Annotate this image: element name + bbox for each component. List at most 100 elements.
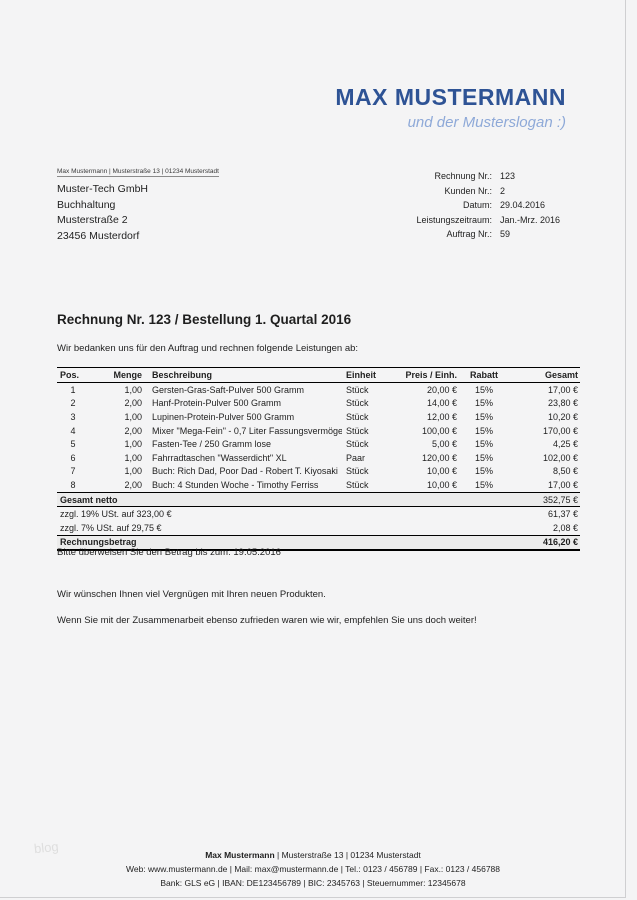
referral-note: Wenn Sie mit der Zusammenarbeit ebenso z… xyxy=(57,615,477,626)
total-label: Gesamt netto xyxy=(57,491,509,508)
item-cell: Paar xyxy=(346,452,366,463)
item-row: 5 1,00 Fasten-Tee / 250 Gramm lose Stück 5,0… xyxy=(57,437,580,451)
items-column-header: Beschreibung xyxy=(144,367,342,383)
item-cell: Stück xyxy=(346,466,369,477)
meta-row: Rechnung Nr.: 123 xyxy=(416,171,566,186)
meta-label: Auftrag Nr.: xyxy=(446,229,492,239)
item-cell: 170,00 € xyxy=(542,425,578,436)
item-cell: 14,00 € xyxy=(426,398,457,409)
meta-value: 59 xyxy=(500,229,511,239)
item-cell: 2,00 xyxy=(124,479,142,490)
item-cell: 2,00 xyxy=(124,425,142,436)
meta-value: 123 xyxy=(500,171,516,181)
meta-value: Jan.-Mrz. 2016 xyxy=(500,214,561,225)
items-table-totals: Gesamt netto 352,75 € zzgl. 19% USt. auf 3… xyxy=(57,491,580,552)
items-column-header: Rabatt xyxy=(459,367,509,383)
meta-row: Datum: 29.04.2016 xyxy=(416,200,566,215)
recipient-company: Muster-Tech GmbH xyxy=(57,183,149,195)
item-cell: 15% xyxy=(474,384,493,395)
item-cell: Stück xyxy=(346,384,369,395)
items-header-row: Pos. Menge Beschreibung Einheit Preis / Einh… xyxy=(57,367,580,383)
footer-name: Max Mustermann xyxy=(205,850,275,860)
item-cell: 10,00 € xyxy=(426,479,457,490)
item-cell: 10,00 € xyxy=(426,466,457,477)
item-cell: Stück xyxy=(346,425,369,436)
item-cell: Hanf-Protein-Pulver 500 Gramm xyxy=(152,398,282,409)
total-row-tax: zzgl. 19% USt. auf 323,00 € 61,37 € xyxy=(57,507,580,521)
item-cell: 4,25 € xyxy=(552,439,578,450)
address-block: Max Mustermann | Musterstraße 13 | 01234… xyxy=(57,160,219,244)
item-cell: 4 xyxy=(70,425,76,436)
item-row: 8 2,00 Buch: 4 Stunden Woche - Timothy Fer… xyxy=(57,478,580,492)
meta-row: Auftrag Nr.: 59 xyxy=(416,229,566,244)
recipient-address: Muster-Tech GmbH Buchhaltung Musterstraß… xyxy=(57,182,219,244)
items-column-header: Menge xyxy=(89,367,144,383)
item-cell: 20,00 € xyxy=(426,384,457,395)
page-title: Rechnung Nr. 123 / Bestellung 1. Quartal… xyxy=(57,312,352,327)
total-row-subtotal: Gesamt netto 352,75 € xyxy=(57,491,580,508)
item-cell: 1,00 xyxy=(124,452,142,463)
page-footer: Max Mustermann | Musterstraße 13 | 01234… xyxy=(0,848,626,890)
item-cell: Buch: 4 Stunden Woche - Timothy Ferriss xyxy=(152,479,319,490)
intro-text: Wir bedanken uns für den Auftrag und rec… xyxy=(57,343,359,354)
meta-value: 29.04.2016 xyxy=(500,200,546,210)
total-label: Rechnungsbetrag xyxy=(57,534,509,552)
meta-label: Leistungszeitraum: xyxy=(416,214,492,225)
footer-line-address: Max Mustermann | Musterstraße 13 | 01234… xyxy=(0,848,626,862)
item-row: 4 2,00 Mixer "Mega-Fein" - 0,7 Liter Fassu… xyxy=(57,424,580,438)
item-cell: Fasten-Tee / 250 Gramm lose xyxy=(152,439,272,450)
recipient-city: 23456 Musterdorf xyxy=(57,229,140,242)
item-row: 1 1,00 Gersten-Gras-Saft-Pulver 500 Gramm S… xyxy=(57,383,580,397)
item-cell: 15% xyxy=(474,425,493,436)
total-row-grand: Rechnungsbetrag 416,20 € xyxy=(57,534,580,552)
total-value: 2,08 € xyxy=(552,522,578,533)
items-column-header: Gesamt xyxy=(509,367,580,383)
item-cell: Fahrradtaschen "Wasserdicht" XL xyxy=(152,452,287,463)
item-cell: 1 xyxy=(70,384,76,395)
meta-value: 2 xyxy=(500,185,506,196)
item-cell: 15% xyxy=(474,479,493,490)
item-cell: 15% xyxy=(474,411,493,422)
meta-label: Rechnung Nr.: xyxy=(434,171,492,181)
item-row: 7 1,00 Buch: Rich Dad, Poor Dad - Robert T… xyxy=(57,465,580,479)
recipient-department: Buchhaltung xyxy=(57,198,116,211)
item-row: 2 2,00 Hanf-Protein-Pulver 500 Gramm Stück 1… xyxy=(57,397,580,411)
item-cell: 15% xyxy=(474,466,493,477)
item-cell: 15% xyxy=(474,452,493,463)
total-label: zzgl. 7% USt. auf 29,75 € xyxy=(60,522,162,533)
item-cell: 12,00 € xyxy=(426,411,457,422)
item-cell: 17,00 € xyxy=(547,479,578,490)
item-cell: Buch: Rich Dad, Poor Dad - Robert T. Kiy… xyxy=(152,466,338,477)
item-cell: 6 xyxy=(70,452,76,463)
meta-row: Kunden Nr.: 2 xyxy=(416,186,566,201)
recipient-street: Musterstraße 2 xyxy=(57,214,128,226)
item-cell: 102,00 € xyxy=(542,452,578,463)
meta-label: Kunden Nr.: xyxy=(444,185,492,196)
footer-line-bank: Bank: GLS eG | IBAN: DE123456789 | BIC: … xyxy=(160,878,466,888)
brand-slogan: und der Musterslogan :) xyxy=(407,114,566,131)
item-cell: 10,20 € xyxy=(547,411,578,422)
items-table-header: Pos. Menge Beschreibung Einheit Preis / Einh… xyxy=(57,367,580,383)
item-cell: 7 xyxy=(70,466,76,477)
item-cell: 1,00 xyxy=(124,439,142,450)
total-value: 416,20 € xyxy=(509,534,580,552)
items-table-body: 1 1,00 Gersten-Gras-Saft-Pulver 500 Gramm S… xyxy=(57,383,580,493)
item-cell: 8,50 € xyxy=(552,466,578,477)
total-label: zzgl. 19% USt. auf 323,00 € xyxy=(60,509,172,520)
total-value: 61,37 € xyxy=(547,509,578,520)
footer-line-contact: Web: www.mustermann.de | Mail: max@muste… xyxy=(125,864,501,874)
brand-header: MAX MUSTERMANN und der Musterslogan :) xyxy=(335,84,566,131)
item-cell: 1,00 xyxy=(124,411,142,422)
invoice-meta: Rechnung Nr.: 123 Kunden Nr.: 2 Datum: 29.04.… xyxy=(416,171,566,244)
item-cell: Gersten-Gras-Saft-Pulver 500 Gramm xyxy=(152,384,305,395)
item-cell: 120,00 € xyxy=(421,452,457,463)
item-cell: 2 xyxy=(70,398,76,409)
total-value: 352,75 € xyxy=(509,491,580,508)
footer-address-rest: | Musterstraße 13 | 01234 Musterstadt xyxy=(274,850,421,860)
item-cell: Stück xyxy=(346,479,369,490)
invoice-meta-body: Rechnung Nr.: 123 Kunden Nr.: 2 Datum: 29.04.… xyxy=(416,171,566,244)
items-column-header: Preis / Einh. xyxy=(397,367,459,383)
item-row: 3 1,00 Lupinen-Protein-Pulver 500 Gramm Stü… xyxy=(57,410,580,424)
item-cell: Lupinen-Protein-Pulver 500 Gramm xyxy=(152,411,295,422)
